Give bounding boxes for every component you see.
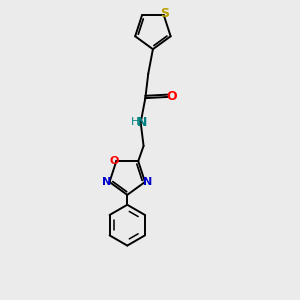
Text: H: H [131,117,139,127]
Text: S: S [160,7,169,20]
Text: N: N [143,177,152,187]
Text: N: N [137,116,147,128]
Text: O: O [166,90,177,103]
Text: N: N [102,177,111,187]
Text: O: O [109,156,119,166]
